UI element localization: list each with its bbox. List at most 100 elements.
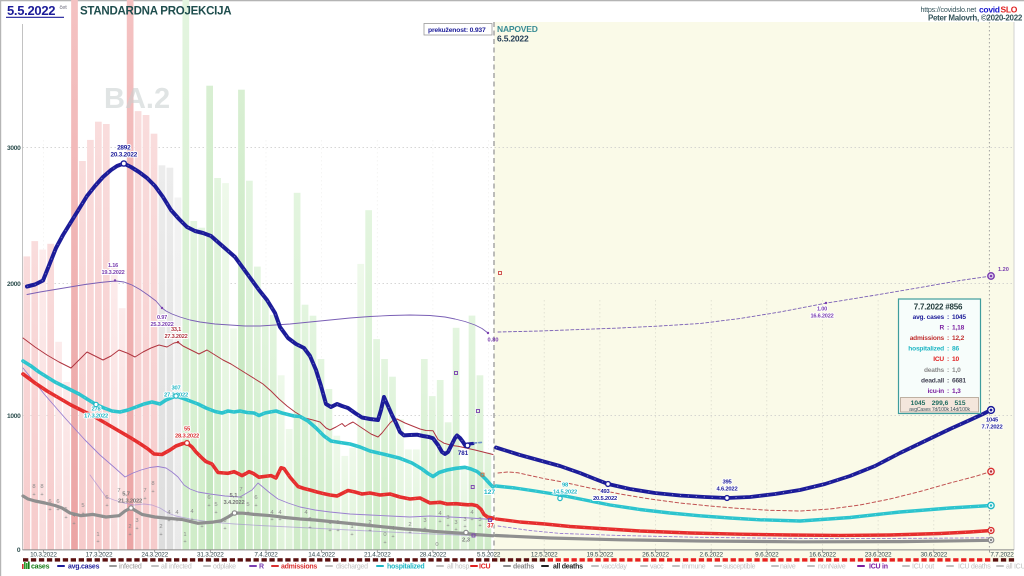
svg-text:21.3.2022: 21.3.2022	[118, 498, 142, 504]
svg-text:6: 6	[207, 495, 210, 501]
svg-text:+: +	[478, 523, 481, 529]
svg-text:4: 4	[190, 509, 194, 515]
svg-text:3: 3	[135, 518, 138, 524]
svg-text:immune: immune	[682, 564, 706, 571]
svg-text:avgCases 7d/100k 14d/100k: avgCases 7d/100k 14d/100k	[909, 407, 970, 413]
svg-text:278: 278	[91, 407, 101, 413]
svg-text:discharged: discharged	[336, 564, 368, 571]
svg-text:0.80: 0.80	[488, 338, 499, 344]
svg-text:R: R	[939, 324, 944, 331]
svg-text::: :	[947, 356, 949, 363]
svg-text:+: +	[383, 540, 386, 546]
svg-text:+: +	[423, 526, 426, 532]
svg-text:14.5.2022: 14.5.2022	[553, 489, 577, 495]
svg-text:16.6.2022: 16.6.2022	[810, 313, 833, 319]
svg-text::: :	[947, 335, 949, 342]
svg-text:8: 8	[40, 484, 43, 490]
svg-text:4: 4	[72, 513, 76, 519]
svg-text:2.6.2022: 2.6.2022	[700, 552, 724, 559]
svg-text:NAPOVED: NAPOVED	[497, 24, 538, 34]
svg-text:+: +	[454, 527, 457, 533]
svg-text:R: R	[259, 564, 264, 571]
svg-text:5: 5	[81, 503, 84, 509]
svg-text:BA.2: BA.2	[104, 83, 170, 115]
svg-text:+: +	[368, 528, 371, 534]
svg-text:Peter Malovrh, ©2020-2022: Peter Malovrh, ©2020-2022	[928, 14, 1023, 23]
svg-text:10: 10	[952, 356, 959, 363]
svg-text:ICU deaths: ICU deaths	[958, 564, 991, 571]
svg-text:86: 86	[952, 346, 959, 353]
svg-text:17.3.2022: 17.3.2022	[86, 552, 113, 559]
svg-text:1.20: 1.20	[998, 267, 1009, 273]
svg-text:8: 8	[32, 484, 35, 490]
svg-text::: :	[947, 388, 949, 395]
svg-text:+: +	[278, 517, 281, 523]
svg-text:3: 3	[454, 520, 457, 526]
svg-text:+: +	[391, 534, 394, 540]
svg-text:31.3.2022: 31.3.2022	[197, 552, 224, 559]
svg-text:12.5.2022: 12.5.2022	[531, 552, 558, 559]
svg-text:+: +	[143, 496, 146, 502]
svg-text:4: 4	[304, 510, 308, 516]
svg-text:all infected: all infected	[161, 564, 192, 571]
svg-text:vacc: vacc	[650, 564, 664, 571]
svg-text:3: 3	[478, 517, 481, 523]
svg-text:1045: 1045	[911, 400, 926, 407]
svg-text:+: +	[438, 519, 441, 525]
svg-text:+: +	[470, 517, 473, 523]
svg-text:admissions: admissions	[281, 564, 317, 571]
svg-text:cases: cases	[31, 564, 50, 571]
svg-text:+: +	[463, 524, 466, 530]
svg-text:7: 7	[143, 488, 146, 494]
svg-text:2: 2	[368, 520, 371, 526]
svg-text:vacc/day: vacc/day	[601, 564, 627, 571]
svg-text:7.7.2022: 7.7.2022	[990, 552, 1014, 559]
svg-text:+: +	[135, 526, 138, 532]
svg-text:55: 55	[184, 427, 191, 433]
svg-text:493: 493	[600, 489, 610, 495]
svg-text:2000: 2000	[7, 281, 21, 288]
svg-text:28.3.2022: 28.3.2022	[175, 433, 199, 439]
svg-text:SLO: SLO	[1001, 5, 1018, 15]
svg-text:2: 2	[408, 522, 411, 528]
svg-text:1: 1	[350, 524, 353, 530]
svg-text:covid: covid	[979, 5, 1000, 15]
svg-text:28.4.2022: 28.4.2022	[420, 552, 447, 559]
svg-text:20.3.2022: 20.3.2022	[110, 151, 137, 158]
svg-text:10.3.2022: 10.3.2022	[30, 552, 57, 559]
svg-text:3: 3	[223, 518, 226, 524]
svg-text:299,6: 299,6	[932, 400, 949, 407]
svg-text:+: +	[32, 492, 35, 498]
svg-text:+: +	[96, 539, 99, 545]
svg-text:https://covidslo.net: https://covidslo.net	[920, 5, 976, 14]
svg-text:6: 6	[48, 499, 51, 505]
svg-text:+: +	[175, 518, 178, 524]
svg-text:hospitalized: hospitalized	[908, 346, 944, 353]
svg-text:3: 3	[423, 518, 426, 524]
svg-text:+: +	[105, 503, 108, 509]
svg-text:1,3: 1,3	[952, 388, 961, 395]
svg-text:+: +	[246, 510, 249, 516]
svg-text:0.97: 0.97	[157, 315, 167, 321]
svg-text:3: 3	[308, 517, 311, 523]
svg-text:127: 127	[484, 489, 496, 496]
svg-text:5,7: 5,7	[122, 492, 129, 498]
svg-text:1.16: 1.16	[108, 263, 118, 269]
svg-text:ICU: ICU	[933, 356, 944, 363]
svg-text:+: +	[72, 521, 75, 527]
svg-text:avg. cases: avg. cases	[913, 314, 945, 321]
svg-text:+: +	[223, 526, 226, 532]
svg-text:prekuženost: 0.937: prekuženost: 0.937	[428, 27, 486, 34]
svg-text:98: 98	[562, 483, 569, 489]
svg-text:avg.cases: avg.cases	[68, 564, 100, 571]
svg-text:4: 4	[167, 510, 171, 516]
svg-text:23.6.2022: 23.6.2022	[865, 552, 892, 559]
svg-text:+: +	[128, 532, 131, 538]
svg-text:8: 8	[151, 481, 154, 487]
svg-text:4: 4	[278, 510, 282, 516]
svg-text:deaths: deaths	[513, 564, 534, 571]
svg-text:1,0: 1,0	[952, 367, 961, 374]
svg-text:19.5.2022: 19.5.2022	[587, 552, 614, 559]
svg-text:+: +	[48, 507, 51, 513]
svg-text:33,1: 33,1	[171, 327, 181, 333]
